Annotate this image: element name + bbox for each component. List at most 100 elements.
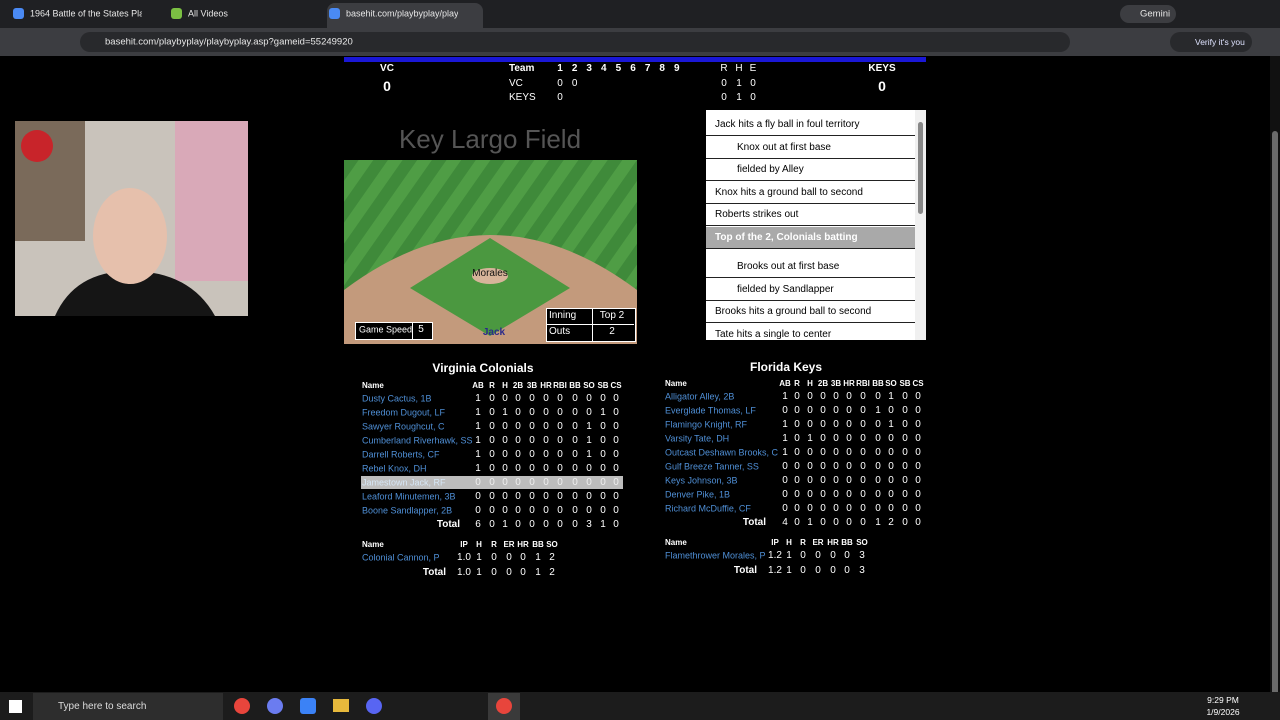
scroll-thumb[interactable] (918, 122, 923, 214)
play-row: fielded by Alley (706, 159, 915, 181)
inning-box (546, 308, 636, 342)
play-text: fielded by Sandlapper (737, 283, 834, 295)
col-header: Name (665, 379, 687, 388)
outs-value: 2 (609, 326, 615, 337)
player-link[interactable]: Dusty Cactus, 1B (362, 393, 432, 403)
player-link[interactable]: Everglade Thomas, LF (665, 405, 756, 415)
stat: 0 (613, 476, 619, 488)
taskbar-icon[interactable] (234, 698, 250, 714)
start-button[interactable] (9, 700, 22, 713)
player-link[interactable]: Alligator Alley, 2B (665, 391, 735, 401)
search-box[interactable] (33, 693, 223, 720)
player-link[interactable]: Cumberland Riverhawk, SS (362, 435, 473, 445)
player-link[interactable]: Richard McDuffie, CF (665, 503, 751, 513)
taskbar-icon[interactable] (333, 699, 349, 712)
player-link[interactable]: Varsity Tate, DH (665, 433, 730, 443)
total-stat: 1 (502, 518, 508, 530)
stat: 0 (515, 462, 521, 474)
stat: 0 (888, 432, 894, 444)
profile-button[interactable] (1170, 32, 1252, 52)
mound (472, 268, 508, 284)
player-link[interactable]: Flamethrower Morales, P (665, 550, 766, 560)
total-label: Total (733, 564, 757, 576)
gemini-button[interactable] (1120, 5, 1176, 23)
total-stat: 0 (572, 518, 578, 530)
rhe-value: 1 (736, 78, 742, 89)
tab-title[interactable]: basehit.com/playbyplay/playby (346, 9, 458, 19)
divider (412, 322, 413, 339)
scroll-thumb[interactable] (1272, 131, 1278, 706)
play-by-play[interactable]: Jack hits a fly ball in foul territory Kn… (706, 110, 926, 340)
rhe-value: 1 (736, 92, 742, 103)
stat: 0 (572, 392, 578, 404)
player-link[interactable]: Denver Pike, 1B (665, 489, 731, 499)
player-link[interactable]: Sawyer Roughcut, C (362, 421, 445, 431)
stat: 0 (833, 474, 839, 486)
stat: 0 (572, 504, 578, 516)
stat: 0 (844, 549, 850, 561)
tab-title[interactable]: All Videos (188, 9, 228, 19)
taskbar-icon[interactable] (496, 698, 512, 714)
stat: 0 (915, 502, 921, 514)
total-stat: 2 (549, 566, 555, 578)
player-link[interactable]: Leaford Minutemen, 3B (362, 491, 456, 501)
player-link[interactable]: Keys Johnson, 3B (665, 475, 738, 485)
profile-label[interactable]: Verify it's you (1195, 36, 1245, 47)
webcam-person (93, 188, 167, 284)
stat: 0 (915, 460, 921, 472)
col-header: HR (540, 381, 552, 390)
stat: 0 (807, 418, 813, 430)
stat: 0 (515, 504, 521, 516)
team-title: Florida Keys (749, 360, 823, 374)
total-stat: 0 (833, 516, 839, 528)
taskbar-icon[interactable] (300, 698, 316, 714)
stat: 0 (543, 462, 549, 474)
scrollbar[interactable] (1270, 56, 1280, 706)
stat: 0 (572, 476, 578, 488)
stat: 1 (475, 462, 481, 474)
stat: 0 (820, 390, 826, 402)
address-bar[interactable] (80, 32, 1070, 52)
col-header: IP (460, 540, 468, 549)
stat: 0 (833, 446, 839, 458)
stat: 0 (613, 406, 619, 418)
player-link[interactable]: Colonial Cannon, P (362, 552, 440, 562)
stat: 0 (902, 446, 908, 458)
stat: 0 (860, 488, 866, 500)
stat: 1 (600, 406, 606, 418)
play-text: Brooks hits a ground ball to second (715, 306, 872, 317)
tab-title[interactable]: 1964 Battle of the States Playo (30, 9, 142, 19)
player-link[interactable]: Boone Sandlapper, 2B (362, 505, 453, 515)
stat: 0 (915, 404, 921, 416)
active-tab[interactable] (327, 3, 483, 28)
stat: 0 (557, 406, 563, 418)
stat: 1 (475, 448, 481, 460)
tab-icon (13, 8, 24, 19)
player-link[interactable]: Freedom Dugout, LF (362, 407, 446, 417)
player-link[interactable]: Outcast Deshawn Brooks, C (665, 447, 779, 457)
player-link[interactable]: Darrell Roberts, CF (362, 449, 440, 459)
inning-header: 4 (601, 63, 607, 74)
infield-grass (410, 238, 570, 336)
player-link[interactable]: Flamingo Knight, RF (665, 419, 748, 429)
speed-value: 5 (418, 324, 424, 335)
player-link[interactable]: Gulf Breeze Tanner, SS (665, 461, 759, 471)
stat: 0 (888, 502, 894, 514)
taskbar-icon[interactable] (366, 698, 382, 714)
total-stat: 0 (529, 518, 535, 530)
address-text[interactable]: basehit.com/playbyplay/playbyplay.asp?ga… (105, 36, 353, 48)
player-link[interactable]: Rebel Knox, DH (362, 463, 427, 473)
taskbar-icon[interactable] (267, 698, 283, 714)
inning-header: 7 (644, 63, 651, 74)
stat: 0 (833, 390, 839, 402)
webcam (15, 121, 248, 316)
play-text: Top of the 2, Colonials batting (715, 231, 858, 243)
search-placeholder[interactable]: Type here to search (58, 701, 147, 712)
stat: 0 (600, 420, 606, 432)
stat: 0 (502, 462, 508, 474)
pbp-scrollbar[interactable] (915, 110, 926, 340)
player-link[interactable]: Jamestown Jack, RF (362, 477, 446, 487)
gemini-label[interactable]: Gemini (1140, 8, 1171, 20)
total-label: Total (422, 566, 446, 578)
